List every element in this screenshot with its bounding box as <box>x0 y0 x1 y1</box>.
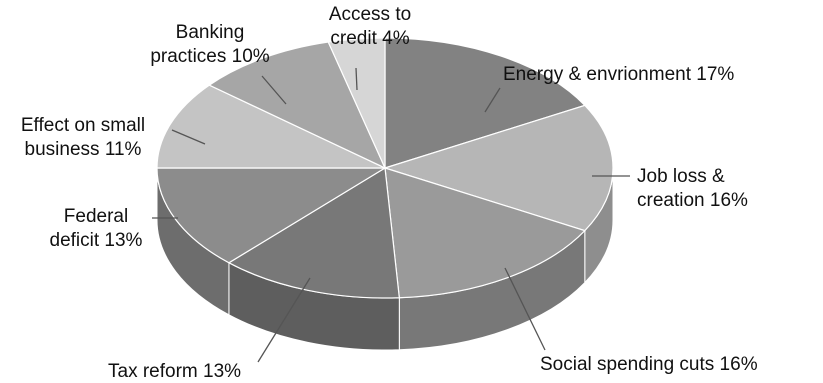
pie-slice <box>382 104 614 232</box>
pie-slice <box>384 37 586 169</box>
slice-label: Social spending cuts 16% <box>540 354 758 375</box>
slice-label: Energy & envrionment 17% <box>503 64 734 85</box>
pie-slice <box>384 167 586 299</box>
slice-label: Effect on small business 11% <box>21 115 145 160</box>
pie-slice <box>156 84 386 169</box>
leader-line <box>261 75 287 105</box>
leader-line <box>355 67 358 91</box>
slice-label: Job loss & creation 16% <box>637 166 748 211</box>
pie-slice <box>327 37 386 169</box>
pie-top-faces <box>156 37 614 299</box>
pie-sides <box>156 167 614 351</box>
slice-labels: Energy & envrionment 17% Job loss & creati… <box>21 4 758 382</box>
leader-line <box>171 129 206 145</box>
pie-slice <box>227 166 400 299</box>
pie-slice <box>156 167 388 264</box>
slice-label: Tax reform 13% <box>108 361 241 382</box>
leader-line <box>257 277 311 363</box>
slice-label: Access to credit 4% <box>329 4 411 49</box>
pie-slice <box>208 41 387 170</box>
leader-line <box>504 267 546 351</box>
slice-label: Federal deficit 13% <box>50 206 143 251</box>
leader-line <box>484 87 501 113</box>
slice-label: Banking practices 10% <box>150 22 269 67</box>
label-leader-lines <box>152 67 630 363</box>
